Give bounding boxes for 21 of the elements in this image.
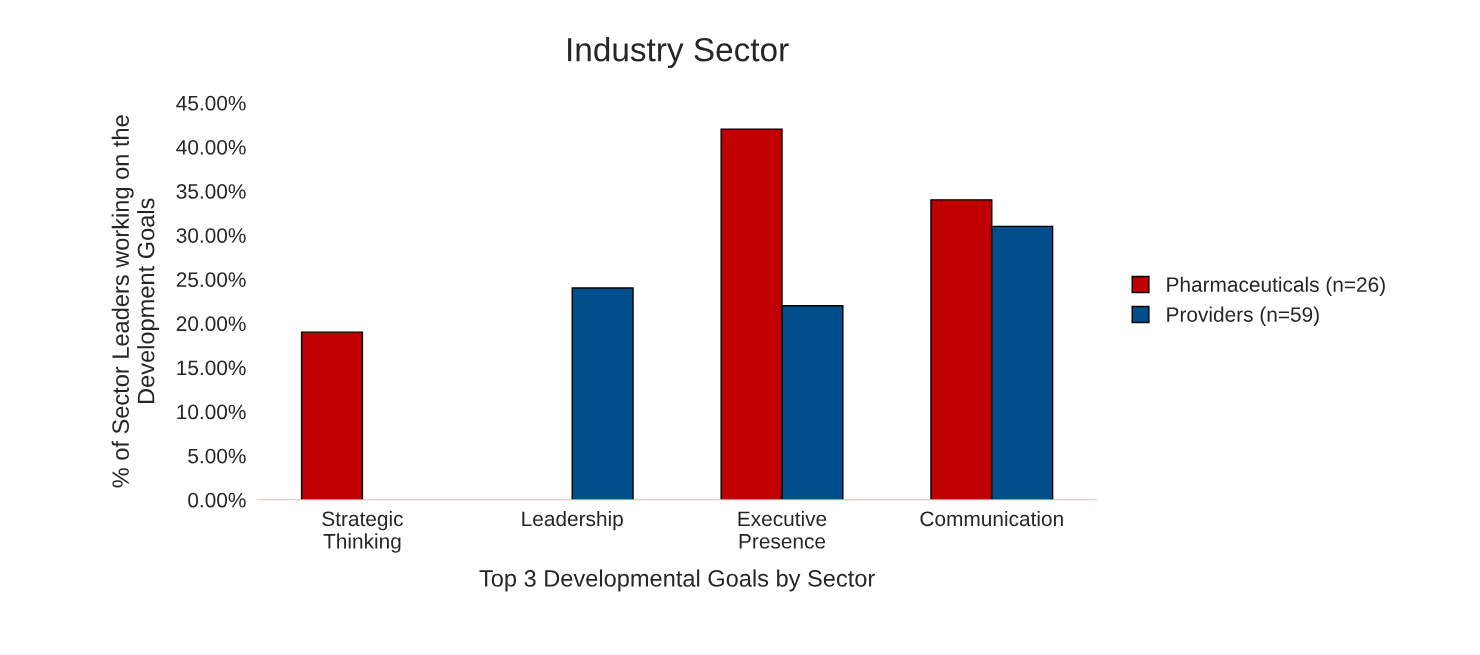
legend-label: Pharmaceuticals (n=26) xyxy=(1167,276,1385,297)
y-tick-label: 0.00% xyxy=(188,492,246,508)
y-tick-label: 10.00% xyxy=(177,404,246,420)
x-tick-label: Executive Presence xyxy=(738,510,827,549)
y-tick-label: 5.00% xyxy=(188,448,246,464)
chart-title: Industry Sector xyxy=(568,37,789,69)
y-tick-label: 25.00% xyxy=(176,272,246,287)
x-tick-label: Strategic Thinking xyxy=(322,510,403,553)
x-axis-title: Top 3 Developmental Goals by Sector xyxy=(479,569,875,592)
bar xyxy=(300,331,364,500)
y-tick-label: 15.00% xyxy=(177,360,246,376)
x-tick-label: Communication xyxy=(920,510,1063,527)
y-tick-label: 20.00% xyxy=(176,316,246,332)
x-tick-label: Leadership xyxy=(522,510,623,531)
y-axis-title: % of Sector Leaders working on the Development Goals xyxy=(111,115,160,488)
y-tick-label: 40.00% xyxy=(176,139,246,155)
bar xyxy=(571,287,634,500)
legend-label: Providers (n=59) xyxy=(1167,306,1319,327)
y-tick-label: 35.00% xyxy=(176,184,246,199)
y-tick-label: 45.00% xyxy=(176,95,246,111)
y-tick-label: 30.00% xyxy=(176,228,246,243)
